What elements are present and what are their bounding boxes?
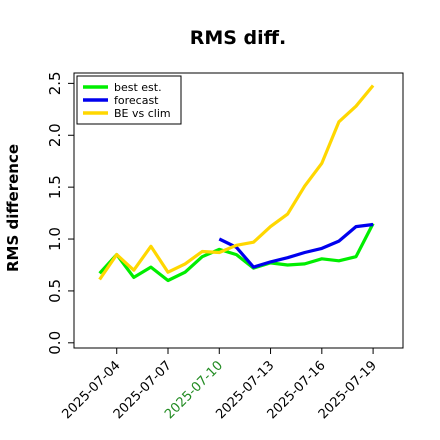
legend-label: best est. — [114, 81, 162, 94]
y-tick-label: 2.5 — [46, 71, 64, 95]
chart-title: RMS diff. — [190, 27, 287, 49]
y-tick-label: 0.0 — [46, 331, 64, 355]
y-tick-label: 1.5 — [46, 175, 64, 199]
legend-label: forecast — [114, 94, 159, 107]
legend-label: BE vs clim — [114, 107, 171, 120]
series-line-forecast — [218, 222, 374, 269]
plot-area-frame — [73, 72, 404, 349]
series-line-be-vs-clim — [98, 84, 375, 281]
x-axis-ticks: 2025-07-042025-07-072025-07-102025-07-13… — [60, 348, 380, 422]
y-tick-label: 0.5 — [46, 279, 64, 303]
y-axis-ticks: 0.0 0.5 1.0 1.5 2.0 2.5 — [46, 71, 74, 355]
series-line-best-est- — [98, 222, 375, 283]
y-tick-label: 2.0 — [46, 123, 64, 147]
y-tick-label: 1.0 — [46, 227, 64, 251]
y-axis-label: RMS difference — [4, 144, 22, 272]
series-lines — [98, 84, 375, 283]
